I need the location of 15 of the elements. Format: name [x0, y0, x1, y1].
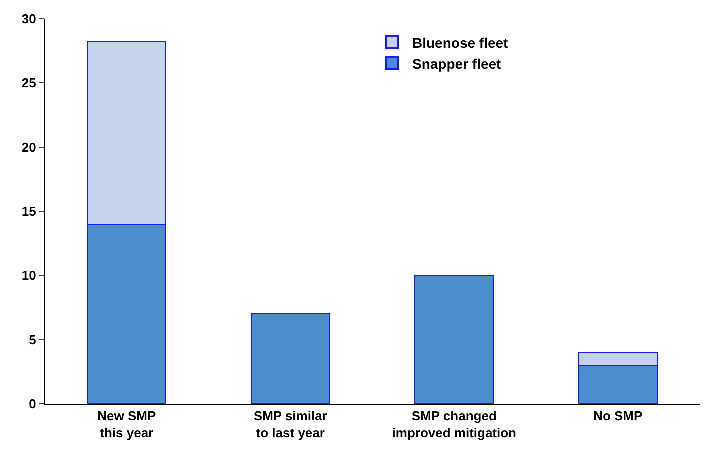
y-tick-label: 25 — [22, 76, 36, 91]
y-tick-label: 10 — [22, 268, 36, 284]
legend-label: Snapper fleet — [412, 56, 502, 72]
y-tick-label: 0 — [29, 396, 36, 412]
bar — [250, 314, 330, 404]
y-tick-label: 15 — [22, 204, 36, 220]
x-tick-label: SMP changed improved mitigation — [392, 408, 517, 440]
x-tick-label: SMP similar to last year — [254, 408, 328, 440]
bar — [414, 275, 494, 404]
y-tick-label: 20 — [22, 140, 36, 155]
y-tick-label: 5 — [29, 332, 36, 348]
legend-label: Bluenose fleet — [412, 34, 509, 51]
y-tick-label: 30 — [22, 12, 36, 27]
x-tick-label: New SMP this year — [98, 408, 156, 440]
x-tick-label: No SMP — [594, 408, 644, 424]
